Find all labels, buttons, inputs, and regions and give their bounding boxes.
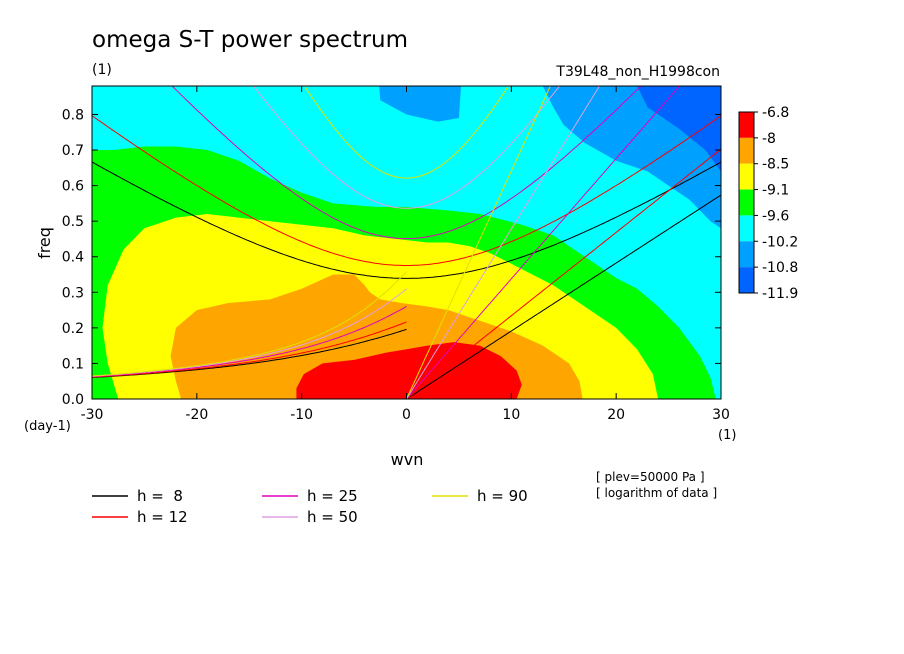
curve-kelvin-h12 <box>406 148 721 399</box>
curve-mrg-h25 <box>92 305 407 378</box>
curve-ig1-h8 <box>92 161 721 279</box>
curve-kelvin-h25 <box>406 86 681 399</box>
curve-mrg-h90 <box>92 271 407 377</box>
colorbar-swatch <box>739 137 754 164</box>
curve-kelvin-h90 <box>406 86 551 399</box>
curve-mrg-h12 <box>92 321 407 378</box>
x-tick-label: -10 <box>290 407 313 423</box>
y-tick-label: 0.8 <box>62 107 84 123</box>
x-tick-label: 0 <box>402 407 411 423</box>
colorbar-label: -8.5 <box>762 157 789 173</box>
curve-ig1-h50 <box>252 86 561 209</box>
y-tick-label: 0.3 <box>62 285 84 301</box>
dispersion-curves <box>92 86 721 399</box>
title-unit: (1) <box>92 62 112 78</box>
y-tick-label: 0.6 <box>62 179 84 195</box>
x-tick-label: 10 <box>502 407 520 423</box>
y-axis-unit: (day-1) <box>24 419 71 434</box>
colorbar-swatch <box>739 215 754 242</box>
colorbar-label: -9.6 <box>762 208 789 224</box>
run-name: T39L48_non_H1998con <box>555 64 720 80</box>
colorbar: -6.8 -8 -8.5 -9.1 -9.6 -10.2 -10.8 -11.9 <box>738 105 798 302</box>
colorbar-swatch <box>739 189 754 216</box>
contour-region-3 <box>637 86 721 172</box>
annotation-log: [ logarithm of data ] <box>596 486 717 500</box>
colorbar-frame <box>738 111 755 294</box>
contour-region-7 <box>296 342 522 399</box>
legend-label: h = 50 <box>307 508 358 526</box>
colorbar-label: -6.8 <box>762 105 789 121</box>
contour-field <box>92 86 721 399</box>
curve-ig1-h25 <box>171 86 642 240</box>
x-tick-label: 30 <box>712 407 730 423</box>
colorbar-label: -8 <box>762 131 776 147</box>
x-tick-label: 20 <box>607 407 625 423</box>
x-axis-unit: (1) <box>718 428 736 443</box>
colorbar-swatch <box>739 112 754 138</box>
y-tick-label: 0.7 <box>62 143 84 159</box>
colorbar-swatch <box>739 267 754 293</box>
y-tick-label: 0.5 <box>62 214 84 230</box>
y-tick-label: 0.4 <box>62 250 84 266</box>
legend-label: h = 90 <box>477 487 528 505</box>
y-tick-label: 0.0 <box>62 392 84 408</box>
curve-ig1-h12 <box>92 115 721 266</box>
legend-label: h = 25 <box>307 487 358 505</box>
x-tick-label: -20 <box>185 407 208 423</box>
legend-label: h = 8 <box>137 487 183 505</box>
curve-kelvin-h8 <box>406 194 721 399</box>
colorbar-label: -9.1 <box>762 183 789 199</box>
curve-ig1-h90 <box>304 86 509 179</box>
y-tick-label: 0.2 <box>62 321 84 337</box>
colorbar-swatch <box>739 241 754 268</box>
x-axis-label: wvn <box>391 450 424 469</box>
colorbar-swatch <box>739 163 754 190</box>
y-axis: 0.0 0.1 0.2 0.3 0.4 0.5 0.6 0.7 0.8 <box>62 107 721 408</box>
x-tick-label: -30 <box>81 407 104 423</box>
legend: h = 8 h = 12 h = 25 h = 50 h = 90 <box>92 487 528 526</box>
colorbar-label: -10.8 <box>762 260 798 276</box>
y-tick-label: 0.1 <box>62 356 84 372</box>
curve-kelvin-h50 <box>406 86 601 399</box>
chart-title: omega S-T power spectrum <box>92 27 408 53</box>
x-axis: -30 -20 -10 0 10 20 30 <box>81 86 730 423</box>
colorbar-label: -10.2 <box>762 234 798 250</box>
contour-region-1 <box>379 86 461 122</box>
y-axis-label: freq <box>35 227 54 259</box>
colorbar-label: -11.9 <box>762 286 798 302</box>
legend-label: h = 12 <box>137 508 188 526</box>
annotation-plev: [ plev=50000 Pa ] <box>596 470 705 484</box>
